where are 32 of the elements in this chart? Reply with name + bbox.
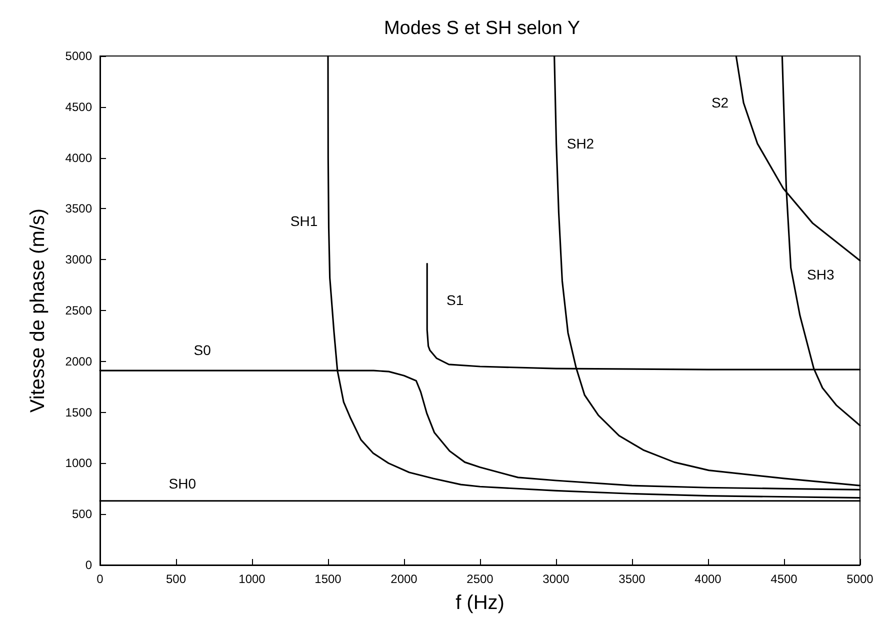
chart-title: Modes S et SH selon Y [384, 18, 580, 39]
y-tick-label: 2500 [65, 304, 92, 318]
y-tick-label: 500 [72, 507, 92, 522]
y-tick-label: 1000 [65, 456, 92, 470]
series-label: S1 [446, 292, 464, 308]
x-tick-label: 4500 [770, 572, 798, 586]
x-tick-label: 2000 [390, 572, 418, 586]
x-tick-label: 5000 [846, 572, 874, 586]
y-tick-label: 2000 [65, 354, 92, 368]
y-tick-label: 5000 [65, 49, 92, 63]
x-tick-label: 1000 [238, 572, 266, 586]
x-tick-label: 4000 [694, 572, 722, 586]
x-tick-label: 500 [166, 572, 186, 586]
series-label: SH0 [168, 476, 196, 492]
x-tick-label: 3000 [542, 572, 570, 586]
y-tick-label: 0 [85, 558, 92, 572]
x-tick-label: 1500 [314, 572, 342, 586]
series-label: SH3 [807, 266, 834, 282]
x-tick-label: 3500 [618, 572, 646, 586]
series-label: SH1 [290, 213, 318, 230]
x-tick-label: 0 [96, 572, 104, 586]
y-tick-label: 4000 [65, 150, 92, 165]
series-label: S2 [711, 94, 729, 110]
y-axis-title: Vitesse de phase (m/s) [27, 208, 49, 413]
series-label: S0 [194, 342, 212, 358]
x-tick-label: 2500 [466, 572, 494, 586]
y-tick-label: 3500 [65, 202, 92, 216]
series-label: SH2 [566, 136, 594, 152]
y-tick-label: 1500 [65, 405, 92, 420]
y-tick-label: 3000 [65, 252, 92, 267]
y-tick-label: 4500 [65, 100, 92, 114]
x-axis-title: f (Hz) [456, 592, 504, 614]
